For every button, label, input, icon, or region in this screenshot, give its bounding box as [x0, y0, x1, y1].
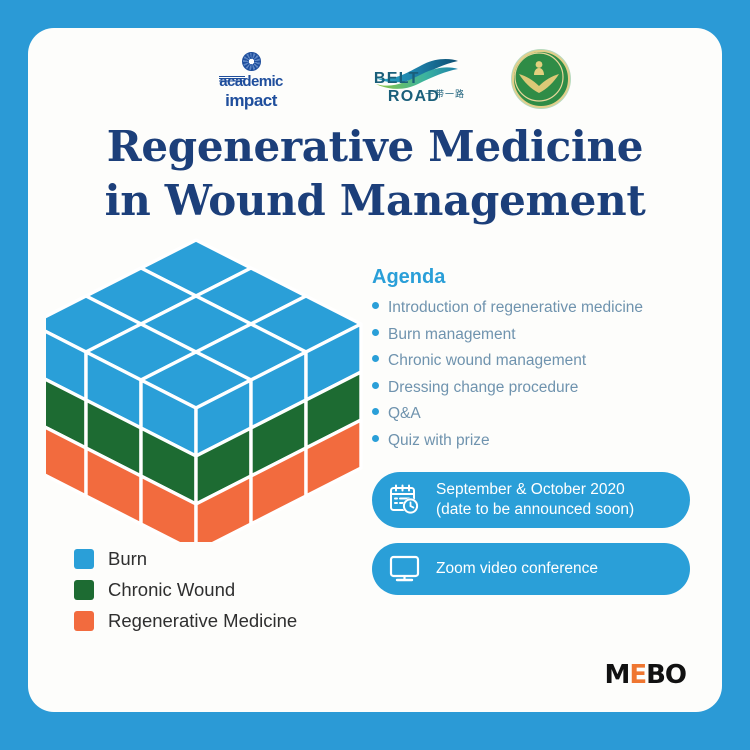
bullet-icon — [372, 355, 379, 362]
belt-word: BELT — [373, 70, 420, 87]
platform-pill-text: Zoom video conference — [436, 560, 598, 577]
agenda-item: Introduction of regenerative medicine — [372, 295, 702, 322]
bullet-icon — [372, 434, 379, 442]
agenda-item: Q&A — [372, 401, 702, 428]
bullet-icon — [372, 302, 379, 309]
mebo-part-1: M — [604, 660, 630, 690]
agenda-item-label: Chronic wound management — [388, 352, 587, 369]
agenda-item-label: Dressing change procedure — [388, 378, 579, 396]
poster-card: academic impact — [28, 28, 722, 712]
agenda-item: Quiz with prize — [372, 428, 702, 455]
poster-title: Regenerative Medicine in Wound Managemen… — [28, 120, 722, 228]
info-pill-group: September & October 2020 (date to be ann… — [372, 472, 690, 610]
monitor-icon — [388, 554, 422, 584]
legend-label: Regenerative Medicine — [108, 610, 298, 631]
green-seal-icon — [512, 50, 570, 108]
date-info-pill[interactable]: September & October 2020 (date to be ann… — [372, 472, 690, 528]
legend-row: Chronic Wound — [74, 579, 297, 601]
platform-info-pill[interactable]: Zoom video conference — [372, 543, 690, 595]
belt-road-swoosh-icon — [374, 58, 460, 92]
green-seal-logo — [510, 48, 572, 112]
agenda-list: Introduction of regenerative medicine Bur… — [372, 295, 702, 454]
partner-logo-row: academic impact — [28, 48, 722, 118]
rubiks-cube-illustration — [29, 222, 366, 554]
mebo-part-2: E — [629, 660, 647, 690]
road-word: ROAD — [387, 88, 441, 105]
belt-and-road-logo: BELT ROAD 一带一路 — [346, 48, 482, 112]
agenda-item-label: Quiz with prize — [388, 431, 490, 449]
belt-road-chinese-text: 一带一路 — [424, 89, 465, 99]
belt-road-wordmark: BELT ROAD — [346, 70, 482, 106]
un-academic-impact-logo: academic impact — [196, 48, 306, 112]
legend-label: Chronic Wound — [108, 579, 236, 600]
agenda-heading: Agenda — [372, 266, 446, 288]
legend-swatch — [74, 580, 94, 600]
legend-swatch — [74, 611, 94, 631]
date-pill-line-2: (date to be announced soon) — [436, 501, 635, 518]
agenda-item-label: Introduction of regenerative medicine — [388, 299, 644, 316]
uai-impact-text: impact — [225, 91, 277, 110]
date-pill-text: September & October 2020 (date to be ann… — [436, 480, 634, 520]
agenda-section: Agenda Introduction of regenerative medi… — [372, 266, 702, 454]
agenda-item: Burn management — [372, 322, 702, 349]
bullet-icon — [372, 328, 379, 336]
title-line-2: in Wound Management — [104, 176, 646, 225]
agenda-item: Chronic wound management — [372, 348, 702, 375]
cube-legend: Burn Chronic Wound Regenerative Medicine — [74, 548, 297, 641]
legend-label: Burn — [108, 548, 148, 569]
agenda-item-label: Q&A — [388, 405, 421, 422]
agenda-item: Dressing change procedure — [372, 375, 702, 402]
agenda-item-label: Burn management — [388, 325, 516, 343]
bullet-icon — [372, 381, 379, 389]
legend-swatch — [74, 549, 94, 569]
uai-academic-text: academic — [219, 73, 283, 90]
mebo-part-3: BO — [646, 660, 687, 690]
mebo-logo: MEBO — [604, 660, 687, 690]
legend-row: Burn — [74, 548, 297, 570]
un-emblem-icon — [241, 52, 261, 71]
legend-row: Regenerative Medicine — [74, 610, 297, 632]
date-pill-line-1: September & October 2020 — [436, 481, 625, 498]
bullet-icon — [372, 408, 379, 415]
title-line-1: Regenerative Medicine — [106, 122, 644, 171]
calendar-clock-icon — [388, 483, 422, 517]
